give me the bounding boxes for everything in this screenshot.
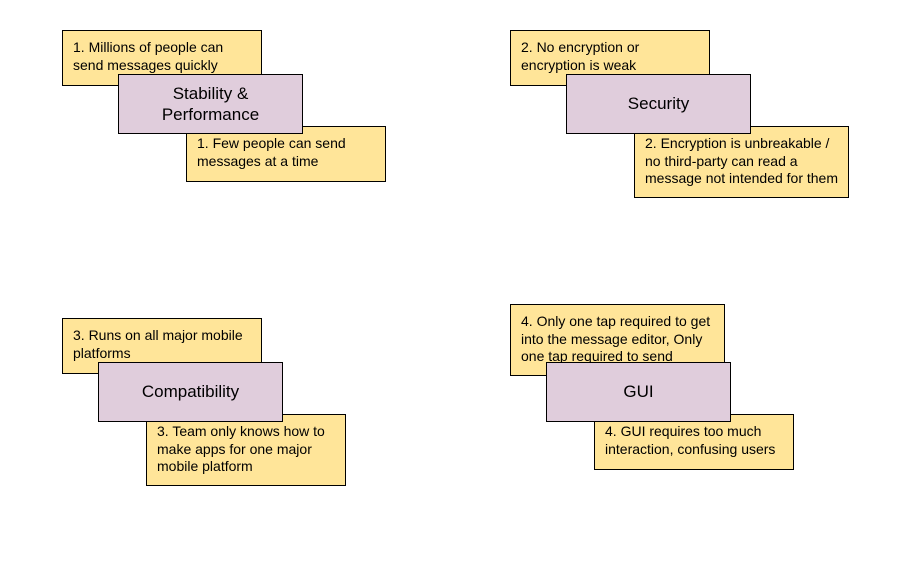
security-bottom-note: 2. Encryption is unbreakable / no third-… <box>634 126 849 198</box>
stability-category-card: Stability & Performance <box>118 74 303 134</box>
gui-category-card: GUI <box>546 362 731 422</box>
compatibility-bottom-note: 3. Team only knows how to make apps for … <box>146 414 346 486</box>
gui-bottom-note: 4. GUI requires too much interaction, co… <box>594 414 794 470</box>
stability-bottom-note: 1. Few people can send messages at a tim… <box>186 126 386 182</box>
compatibility-category-card: Compatibility <box>98 362 283 422</box>
security-category-card: Security <box>566 74 751 134</box>
